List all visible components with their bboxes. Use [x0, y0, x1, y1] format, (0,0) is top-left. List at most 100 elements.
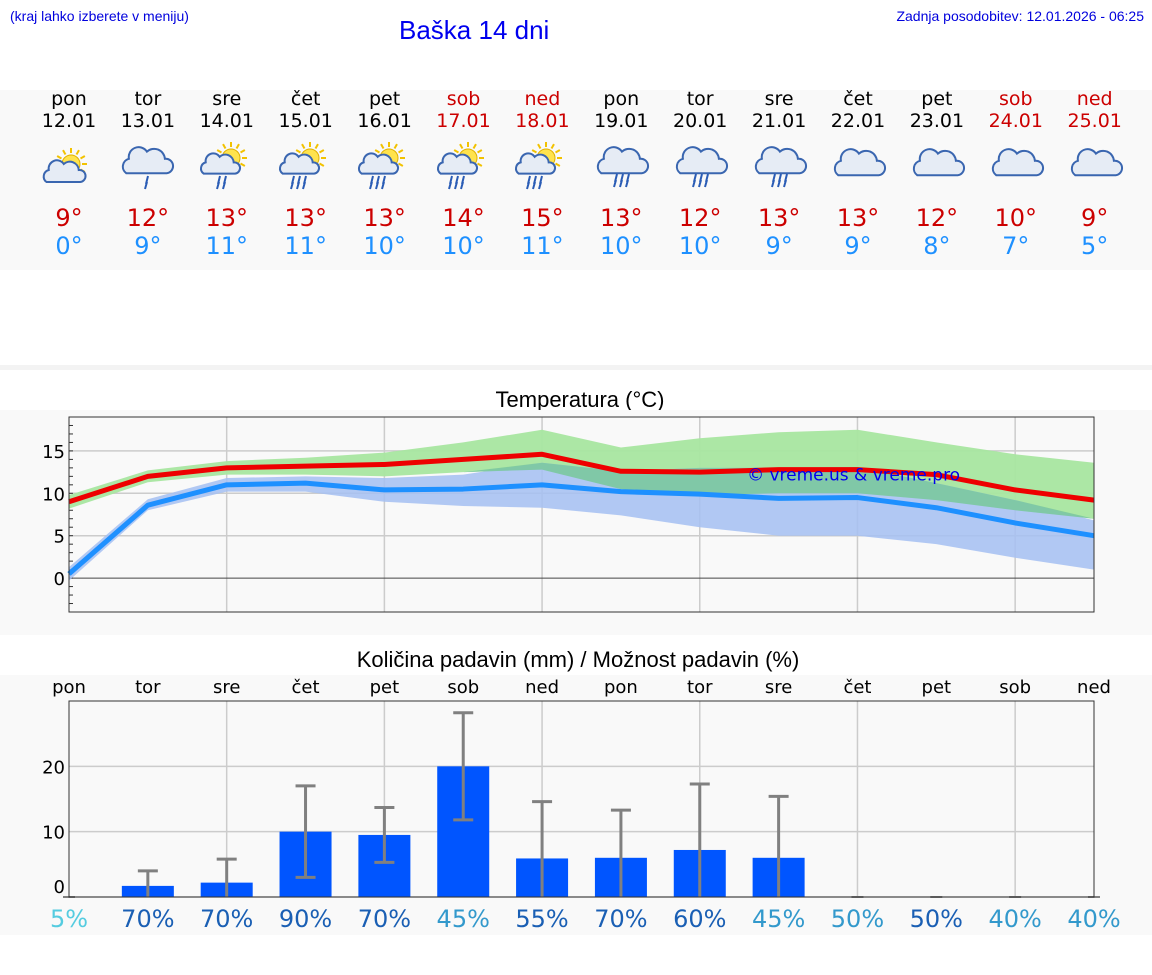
day-name: sre	[212, 88, 242, 110]
sun-cloud-rain-icon	[187, 132, 267, 204]
cloudy-icon	[818, 132, 898, 204]
sun-cloud-heavy-rain-icon	[502, 132, 582, 204]
menu-hint: (kraj lahko izberete v meniju)	[10, 8, 189, 24]
forecast-days: pon 12.01 9° 0° tor 13.01 12° 9° sre 14.01…	[0, 88, 1152, 268]
cloudy-icon	[976, 132, 1056, 204]
day-date: 13.01	[120, 110, 176, 132]
max-temp: 13°	[600, 204, 643, 232]
day-name: pon	[51, 88, 87, 110]
min-temp: 10°	[363, 232, 406, 260]
cloudy-icon	[1055, 132, 1135, 204]
day-date: 12.01	[41, 110, 97, 132]
min-temp: 11°	[521, 232, 564, 260]
day-date: 19.01	[594, 110, 649, 132]
max-temp: 9°	[55, 204, 83, 232]
forecast-day: pon 12.01 9° 0°	[29, 88, 109, 260]
precip-probability: 5%	[50, 905, 88, 933]
x-tick-label: pon	[604, 677, 638, 698]
day-name: sre	[764, 88, 794, 110]
day-date: 25.01	[1067, 110, 1122, 132]
day-date: 17.01	[436, 110, 491, 132]
y-tick-label: 5	[54, 527, 65, 548]
sun-cloud-heavy-rain-icon	[345, 132, 425, 204]
precip-probability: 50%	[831, 905, 884, 933]
forecast-day: tor 20.01 12° 10°	[660, 88, 740, 260]
forecast-day: tor 13.01 12° 9°	[108, 88, 188, 260]
x-tick-label: sob	[999, 677, 1031, 698]
watermark: © vreme.us & vreme.pro	[747, 466, 960, 486]
last-update: Zadnja posodobitev: 12.01.2026 - 06:25	[896, 8, 1144, 24]
cloud-heavy-rain-icon	[739, 132, 819, 204]
y-tick-label: 0	[54, 569, 65, 590]
x-tick-label: tor	[687, 677, 713, 698]
plot-border	[68, 416, 1095, 613]
x-tick-label: ned	[525, 677, 559, 698]
x-tick-label: pet	[922, 677, 952, 698]
precip-probability: 60%	[673, 905, 726, 933]
max-temp: 12°	[678, 204, 722, 232]
precip-probability: 45%	[752, 905, 805, 933]
forecast-day: sob 24.01 10° 7°	[976, 88, 1056, 260]
day-date: 23.01	[909, 110, 965, 132]
day-name: ned	[524, 88, 561, 110]
max-temp: 12°	[126, 204, 170, 232]
precip-probability: 45%	[437, 905, 490, 933]
max-temp-line	[68, 451, 1095, 505]
precip-probability: 40%	[988, 905, 1041, 933]
page-title: Baška 14 dni	[399, 15, 550, 45]
cloud-heavy-rain-icon	[581, 132, 661, 204]
day-name: sob	[446, 88, 481, 110]
x-tick-label: sre	[765, 677, 792, 698]
y-tick-label: 20	[42, 757, 65, 778]
max-temp: 13°	[836, 204, 880, 232]
cloudy-icon	[897, 132, 977, 204]
y-tick-label: 10	[42, 823, 65, 844]
max-temp: 13°	[205, 204, 249, 232]
day-date: 21.01	[751, 110, 807, 132]
temperature-chart: 0 5 10 15 © vreme.us & vreme.pro	[42, 416, 1095, 613]
x-tick-label: čet	[843, 677, 871, 698]
day-date: 22.01	[830, 110, 886, 132]
min-temp: 9°	[765, 232, 793, 260]
day-name: sob	[999, 88, 1033, 110]
precip-probability: 50%	[910, 905, 963, 933]
min-temp: 10°	[600, 232, 643, 260]
forecast-day: sob 17.01 14° 10°	[424, 88, 504, 260]
forecast-day: pet 23.01 12° 8°	[897, 88, 977, 260]
day-name: tor	[134, 88, 162, 110]
precipitation-chart-title: Količina padavin (mm) / Možnost padavin …	[356, 647, 800, 672]
x-tick-label: pon	[52, 677, 86, 698]
precip-probability: 40%	[1067, 905, 1120, 933]
min-temp-line	[67, 480, 1095, 576]
day-date: 20.01	[672, 110, 728, 132]
day-date: 14.01	[199, 110, 254, 132]
x-tick-label: ned	[1077, 677, 1111, 698]
cloud-heavy-rain-icon	[660, 132, 740, 204]
min-temp: 10°	[442, 232, 485, 260]
max-temp: 13°	[363, 204, 406, 232]
min-temp: 11°	[284, 232, 327, 260]
forecast-day: pet 16.01 13° 10°	[345, 88, 425, 260]
max-temp: 13°	[284, 204, 327, 232]
day-date: 24.01	[988, 110, 1043, 132]
precip-probability: 70%	[358, 905, 411, 933]
max-temp: 15°	[521, 204, 564, 232]
y-tick-label: 10	[42, 484, 65, 505]
min-temp: 0°	[55, 232, 83, 260]
day-name: pet	[368, 88, 401, 110]
x-tick-label: čet	[292, 677, 320, 698]
forecast-day: sre 14.01 13° 11°	[187, 88, 267, 260]
day-date: 16.01	[357, 110, 412, 132]
max-temp: 10°	[994, 204, 1038, 232]
forecast-day: sre 21.01 13° 9°	[739, 88, 819, 260]
max-temp: 12°	[915, 204, 959, 232]
forecast-strip	[0, 90, 1152, 270]
x-tick-label: sre	[213, 677, 240, 698]
overlap-band	[69, 462, 1094, 519]
day-date: 18.01	[515, 110, 570, 132]
min-temp: 5°	[1081, 232, 1109, 260]
separator	[0, 365, 1152, 370]
plot-area	[69, 701, 1094, 897]
max-temp: 13°	[757, 204, 801, 232]
min-temp: 11°	[205, 232, 249, 260]
